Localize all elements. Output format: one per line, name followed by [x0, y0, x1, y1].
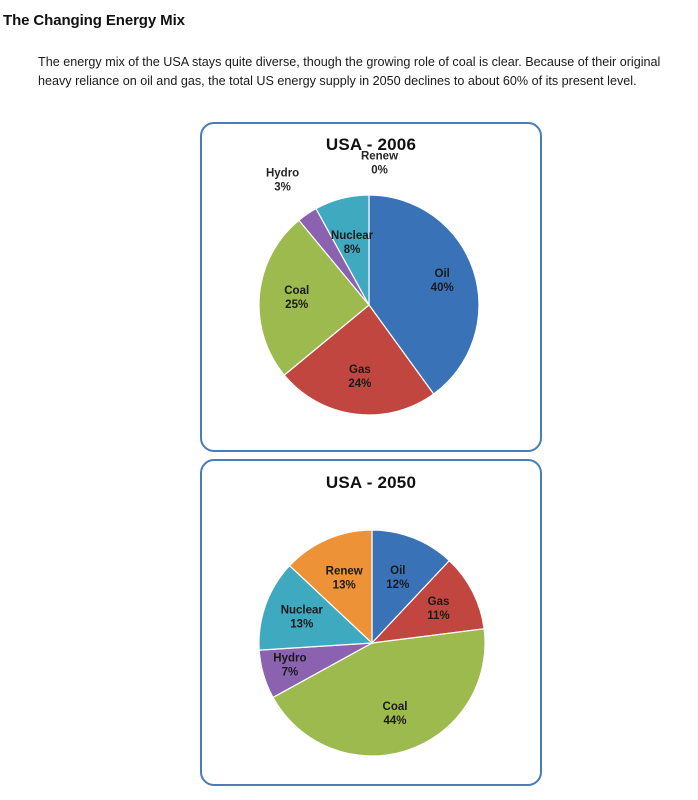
- pie-label-value-nuclear: 13%: [290, 619, 313, 631]
- pie-slice-oil: [371, 529, 451, 645]
- pie-label-value-coal: 25%: [285, 299, 308, 311]
- pie-label-gas: Gas 11%: [427, 596, 449, 622]
- pie-label-name-hydro: Hydro: [273, 653, 306, 665]
- page-title: The Changing Energy Mix: [3, 12, 185, 30]
- pie-label-coal: Coal 44%: [383, 701, 408, 727]
- pie-label-name-hydro: Hydro: [266, 168, 299, 180]
- pie-label-nuclear: Nuclear 8%: [331, 230, 374, 256]
- pie-label-nuclear: Nuclear 13%: [281, 605, 324, 631]
- pie-label-name-nuclear: Nuclear: [331, 230, 374, 242]
- pie-label-hydro: Hydro 3%: [266, 168, 299, 194]
- pie-label-name-gas: Gas: [349, 364, 371, 376]
- pie-slice-hydro: [258, 642, 373, 699]
- pie-label-value-gas: 11%: [427, 610, 449, 622]
- chart-title-2050: USA - 2050: [325, 473, 417, 492]
- pie-label-value-nuclear: 8%: [344, 244, 361, 256]
- pie-slice-oil: [368, 194, 480, 395]
- pie-slice-coal: [272, 628, 486, 757]
- pie-label-value-renew: 13%: [333, 580, 356, 592]
- pie-slice-coal: [258, 219, 370, 376]
- pie-slice-nuclear: [315, 194, 370, 306]
- chart-panel-2050: USA - 2050 Oil 12% Gas 11% Coal 44% Hydro 7% Nuc…: [200, 459, 542, 786]
- pie-slice-hydro: [298, 207, 370, 306]
- pie-slice-renew: [288, 529, 373, 645]
- pie-slice-gas: [283, 304, 435, 416]
- chart-panel-2006: USA - 2006 Oil 40% Gas 24% Coal 25% Hydro 3% Nuc…: [200, 122, 542, 452]
- pie-label-oil: Oil 40%: [431, 268, 454, 294]
- intro-paragraph: The energy mix of the USA stays quite di…: [38, 54, 661, 89]
- pie-label-name-oil: Oil: [390, 565, 405, 577]
- pie-label-oil: Oil 12%: [386, 565, 409, 591]
- pie-slice-nuclear: [258, 564, 374, 651]
- pie-label-value-oil: 12%: [386, 579, 409, 591]
- pie-label-value-hydro: 3%: [274, 182, 291, 194]
- pie-slice-gas: [370, 559, 485, 644]
- pie-label-name-gas: Gas: [428, 596, 450, 608]
- pie-chart-2006: Oil 40% Gas 24% Coal 25% Hydro 3% Nuclear 8% Renew…: [202, 124, 540, 450]
- pie-label-coal: Coal 25%: [284, 285, 309, 311]
- pie-label-name-nuclear: Nuclear: [281, 605, 324, 617]
- pie-label-name-oil: Oil: [435, 268, 450, 280]
- pie-label-renew: Renew 13%: [326, 566, 363, 592]
- pie-label-value-hydro: 7%: [282, 667, 299, 679]
- pie-label-name-coal: Coal: [284, 285, 309, 297]
- pie-label-value-coal: 44%: [383, 715, 406, 727]
- pie-label-hydro: Hydro 7%: [273, 653, 306, 679]
- pie-chart-2050: Oil 12% Gas 11% Coal 44% Hydro 7% Nuclear 13% Rene…: [202, 461, 540, 784]
- pie-label-value-oil: 40%: [431, 282, 454, 294]
- pie-label-name-renew: Renew: [326, 566, 363, 578]
- pie-label-value-gas: 24%: [348, 378, 371, 390]
- pie-label-name-coal: Coal: [383, 701, 408, 713]
- chart-title-2006: USA - 2006: [325, 135, 417, 154]
- pie-label-gas: Gas 24%: [348, 364, 371, 390]
- pie-label-value-renew: 0%: [371, 164, 388, 176]
